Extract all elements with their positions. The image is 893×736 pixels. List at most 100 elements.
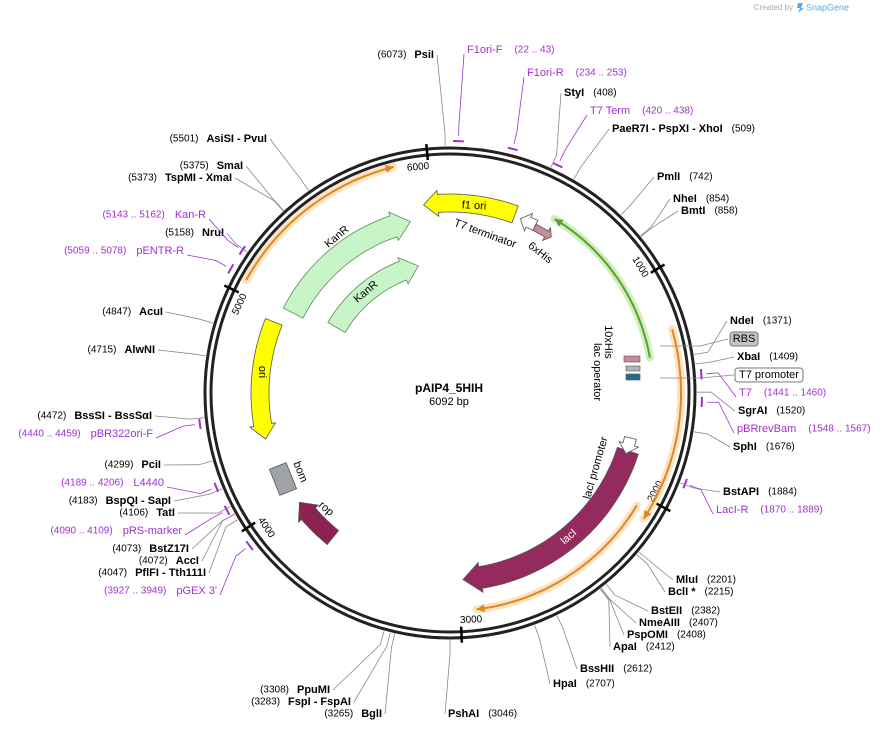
primer-name: T7: [739, 387, 752, 399]
site-name: BglI: [361, 708, 382, 720]
site-leader: [601, 588, 636, 623]
primer-mark: [683, 479, 687, 489]
site-position: (509): [732, 124, 755, 135]
site-position: (742): [689, 172, 712, 183]
primer-mark: [246, 541, 253, 550]
site-leader: [354, 633, 390, 702]
site-name: PpuMI: [297, 684, 330, 696]
tick-label: 6000: [407, 161, 431, 174]
site-leader: [695, 357, 734, 364]
primer-mark: [701, 369, 702, 379]
site-position: (3046): [488, 709, 517, 720]
site-leader: [445, 640, 450, 714]
site-leader: [637, 555, 665, 592]
primer-leader: [167, 487, 212, 494]
site-name: BstZ17I: [149, 543, 189, 555]
primer-range: (1548 .. 1567): [808, 424, 870, 435]
site-leader: [641, 199, 671, 236]
site-name: BssSI - BssSαI: [74, 410, 152, 422]
site-name: NruI: [202, 227, 224, 239]
site-position: (1409): [769, 352, 798, 363]
created-by: Created by: [754, 3, 793, 12]
primer-name: pBR322ori-F: [91, 428, 154, 440]
primer-name: F1ori-F: [467, 44, 503, 56]
site-position: (2707): [586, 679, 615, 690]
primer-mark: [553, 163, 562, 167]
site-position: (5373): [128, 173, 157, 184]
primer-range: (1441 .. 1460): [764, 388, 826, 399]
site-name: SmaI: [217, 160, 243, 172]
primer-leader: [459, 54, 464, 136]
site-position: (4183): [69, 496, 98, 507]
site-position: (2215): [705, 587, 734, 598]
site-position: (5501): [170, 134, 199, 145]
site-position: (2612): [623, 664, 652, 675]
primer-range: (3927 .. 3949): [104, 586, 166, 597]
site-leader: [639, 552, 673, 580]
site-position: (1371): [763, 316, 792, 327]
primer-name: Kan-R: [175, 209, 206, 221]
site-position: (2407): [689, 618, 718, 629]
primer-range: (4440 .. 4459): [18, 429, 80, 440]
site-position: (408): [593, 88, 616, 99]
site-position: (2408): [677, 630, 706, 641]
primer-name: F1ori-R: [527, 67, 564, 79]
site-leader: [535, 625, 550, 684]
site-position: (2382): [691, 606, 720, 617]
site-position: (3265): [324, 709, 353, 720]
primer-name: pRS-marker: [123, 525, 183, 537]
ori: [250, 319, 282, 440]
site-name: TspMI - XmaI: [165, 172, 232, 184]
primer-range: (234 .. 253): [576, 68, 627, 79]
tick-mark: [426, 144, 428, 160]
primer-leader: [514, 77, 524, 144]
site-name: BmtI: [681, 205, 705, 217]
site-position: (2412): [646, 642, 675, 653]
primer-range: (1870 .. 1889): [760, 505, 822, 516]
primer-range: (420 .. 438): [642, 106, 693, 117]
feature-label: f1 ori: [461, 199, 486, 212]
site-leader: [270, 139, 309, 191]
site-leader: [166, 312, 213, 323]
site-name: NmeAIII: [639, 617, 680, 629]
site-name: PflFI - Tth111I: [135, 567, 206, 579]
primer-leader: [220, 549, 246, 595]
site-name: PmlI: [657, 171, 680, 183]
logo: SnapGene: [806, 2, 849, 12]
plasmid-name: pAIP4_5HIH: [415, 381, 483, 395]
feature-label: T7 promoter: [739, 369, 799, 381]
site-name: BclI *: [668, 586, 696, 598]
site-position: (4847): [102, 307, 131, 318]
feature-label: lac operator: [591, 343, 603, 401]
site-position: (1676): [766, 442, 795, 453]
site-name: PciI: [141, 459, 161, 471]
primer-name: pBRrevBam: [737, 423, 796, 435]
tick-label: 3000: [460, 614, 483, 626]
site-leader: [601, 588, 624, 635]
site-position: (858): [714, 206, 737, 217]
site-name: PsiI: [414, 49, 434, 61]
site-leader: [155, 416, 204, 419]
site-name: BspQI - SapI: [106, 495, 171, 507]
site-position: (3308): [260, 685, 289, 696]
logo-icon: [797, 3, 804, 13]
leader-line: [660, 375, 734, 378]
site-name: MluI: [676, 574, 698, 586]
site-name: AcuI: [139, 306, 163, 318]
site-position: (3283): [251, 697, 280, 708]
primer-leader: [706, 373, 736, 397]
site-position: (854): [706, 194, 729, 205]
site-name: BssHII: [580, 663, 614, 675]
site-name: AsiSI - PvuI: [206, 133, 267, 145]
site-name: AccI: [176, 555, 199, 567]
site-leader: [694, 321, 727, 354]
site-name: BstAPI: [723, 486, 759, 498]
site-leader: [385, 634, 395, 714]
feature-label: T7 terminator: [452, 217, 518, 251]
primer-name: T7 Term: [590, 105, 630, 117]
site-leader: [680, 483, 720, 492]
site-position: (5375): [180, 161, 209, 172]
primer-leader: [690, 485, 713, 514]
